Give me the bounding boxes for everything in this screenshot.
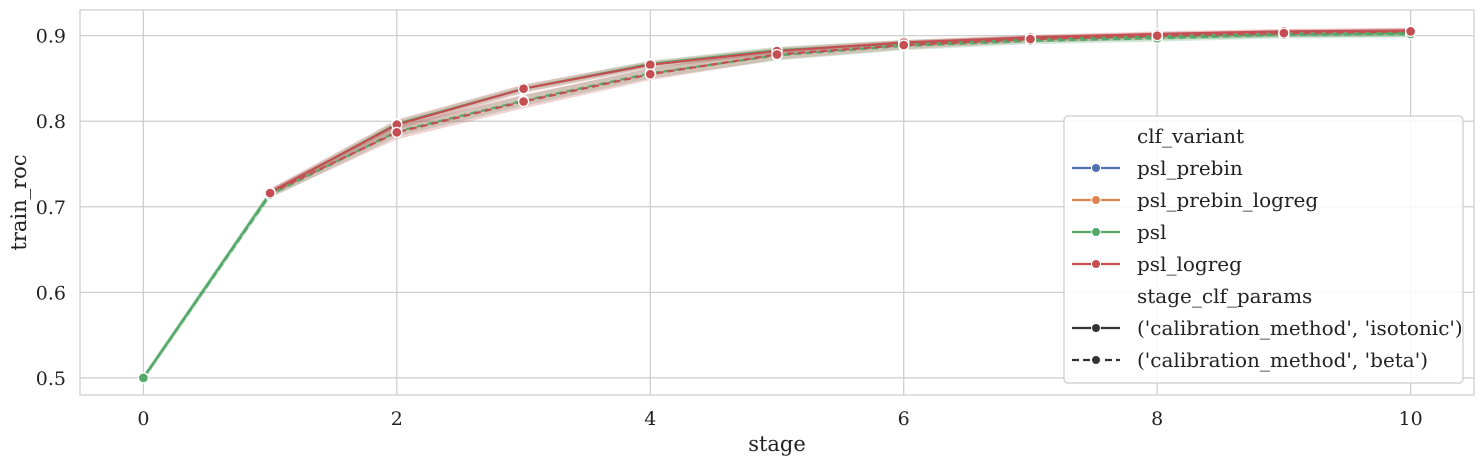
data-point-psl_logreg: [644, 68, 656, 80]
legend-label-psl_logreg: psl_logreg: [1137, 252, 1242, 276]
y-tick-label: 0.6: [36, 282, 66, 304]
legend-box: [1063, 115, 1464, 384]
x-tick-label: 4: [644, 408, 656, 430]
confidence-band-psl_logreg-beta: [270, 27, 1411, 198]
legend-label-psl: psl: [1137, 220, 1166, 244]
legend-label-solid: ('calibration_method', 'isotonic'): [1137, 316, 1463, 340]
x-tick-labels: 0 2 4 6 8 10: [137, 408, 1422, 430]
legend-marker-solid: [1091, 323, 1101, 333]
data-point-psl_logreg: [1024, 33, 1037, 45]
data-point-psl_logreg: [391, 126, 403, 138]
data-point-psl_logreg: [1278, 27, 1290, 39]
data-point-psl: [137, 372, 150, 384]
legend-marker-psl_prebin: [1091, 163, 1101, 173]
legend-marker-psl: [1091, 227, 1101, 237]
x-tick-label: 8: [1151, 408, 1163, 430]
legend-marker-psl_prebin_logreg: [1091, 195, 1101, 205]
x-axis-label: stage: [748, 432, 806, 456]
y-axis-label: train_roc: [7, 154, 31, 250]
x-tick-label: 6: [898, 408, 910, 430]
series-line-psl_logreg-isotonic: [269, 29, 1411, 194]
legend-marker-dashed: [1091, 355, 1101, 365]
confidence-bands: [143, 27, 1411, 382]
data-point-psl_logreg: [517, 95, 530, 108]
data-point-psl_logreg: [1404, 25, 1417, 38]
legend-label-psl_prebin: psl_prebin: [1137, 156, 1243, 180]
x-tick-label: 0: [137, 408, 149, 430]
data-point-psl_logreg: [264, 187, 276, 199]
x-tick-label: 2: [391, 408, 403, 430]
x-tick-label: 10: [1399, 408, 1423, 430]
data-point-psl_logreg: [517, 83, 530, 95]
legend-title-clf-variant: clf_variant: [1137, 124, 1244, 148]
y-tick-labels: 0.5 0.6 0.7 0.8 0.9: [36, 26, 66, 390]
legend-title-stage-clf-params: stage_clf_params: [1137, 284, 1312, 308]
confidence-band-psl-beta: [143, 30, 1411, 382]
y-tick-label: 0.7: [36, 197, 66, 219]
data-point-psl_logreg: [1151, 30, 1163, 42]
legend-label-psl_prebin_logreg: psl_prebin_logreg: [1137, 188, 1318, 212]
series-line-psl_logreg-beta: [269, 30, 1411, 195]
legend: clf_variant psl_prebin psl_prebin_logregps…: [1063, 115, 1464, 384]
series-markers: [137, 24, 1417, 384]
y-tick-label: 0.8: [36, 111, 66, 133]
data-point-psl_logreg: [644, 59, 656, 71]
data-point-psl_logreg: [771, 48, 783, 61]
data-point-psl_logreg: [898, 39, 910, 51]
y-tick-label: 0.5: [36, 368, 66, 390]
legend-marker-psl_logreg: [1091, 259, 1101, 269]
y-tick-label: 0.9: [36, 26, 66, 48]
legend-label-dashed: ('calibration_method', 'beta'): [1137, 348, 1428, 372]
